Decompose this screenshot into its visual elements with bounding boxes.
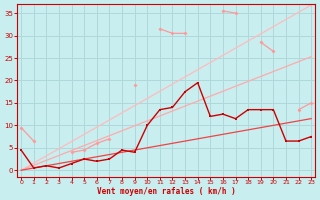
- X-axis label: Vent moyen/en rafales ( km/h ): Vent moyen/en rafales ( km/h ): [97, 187, 236, 196]
